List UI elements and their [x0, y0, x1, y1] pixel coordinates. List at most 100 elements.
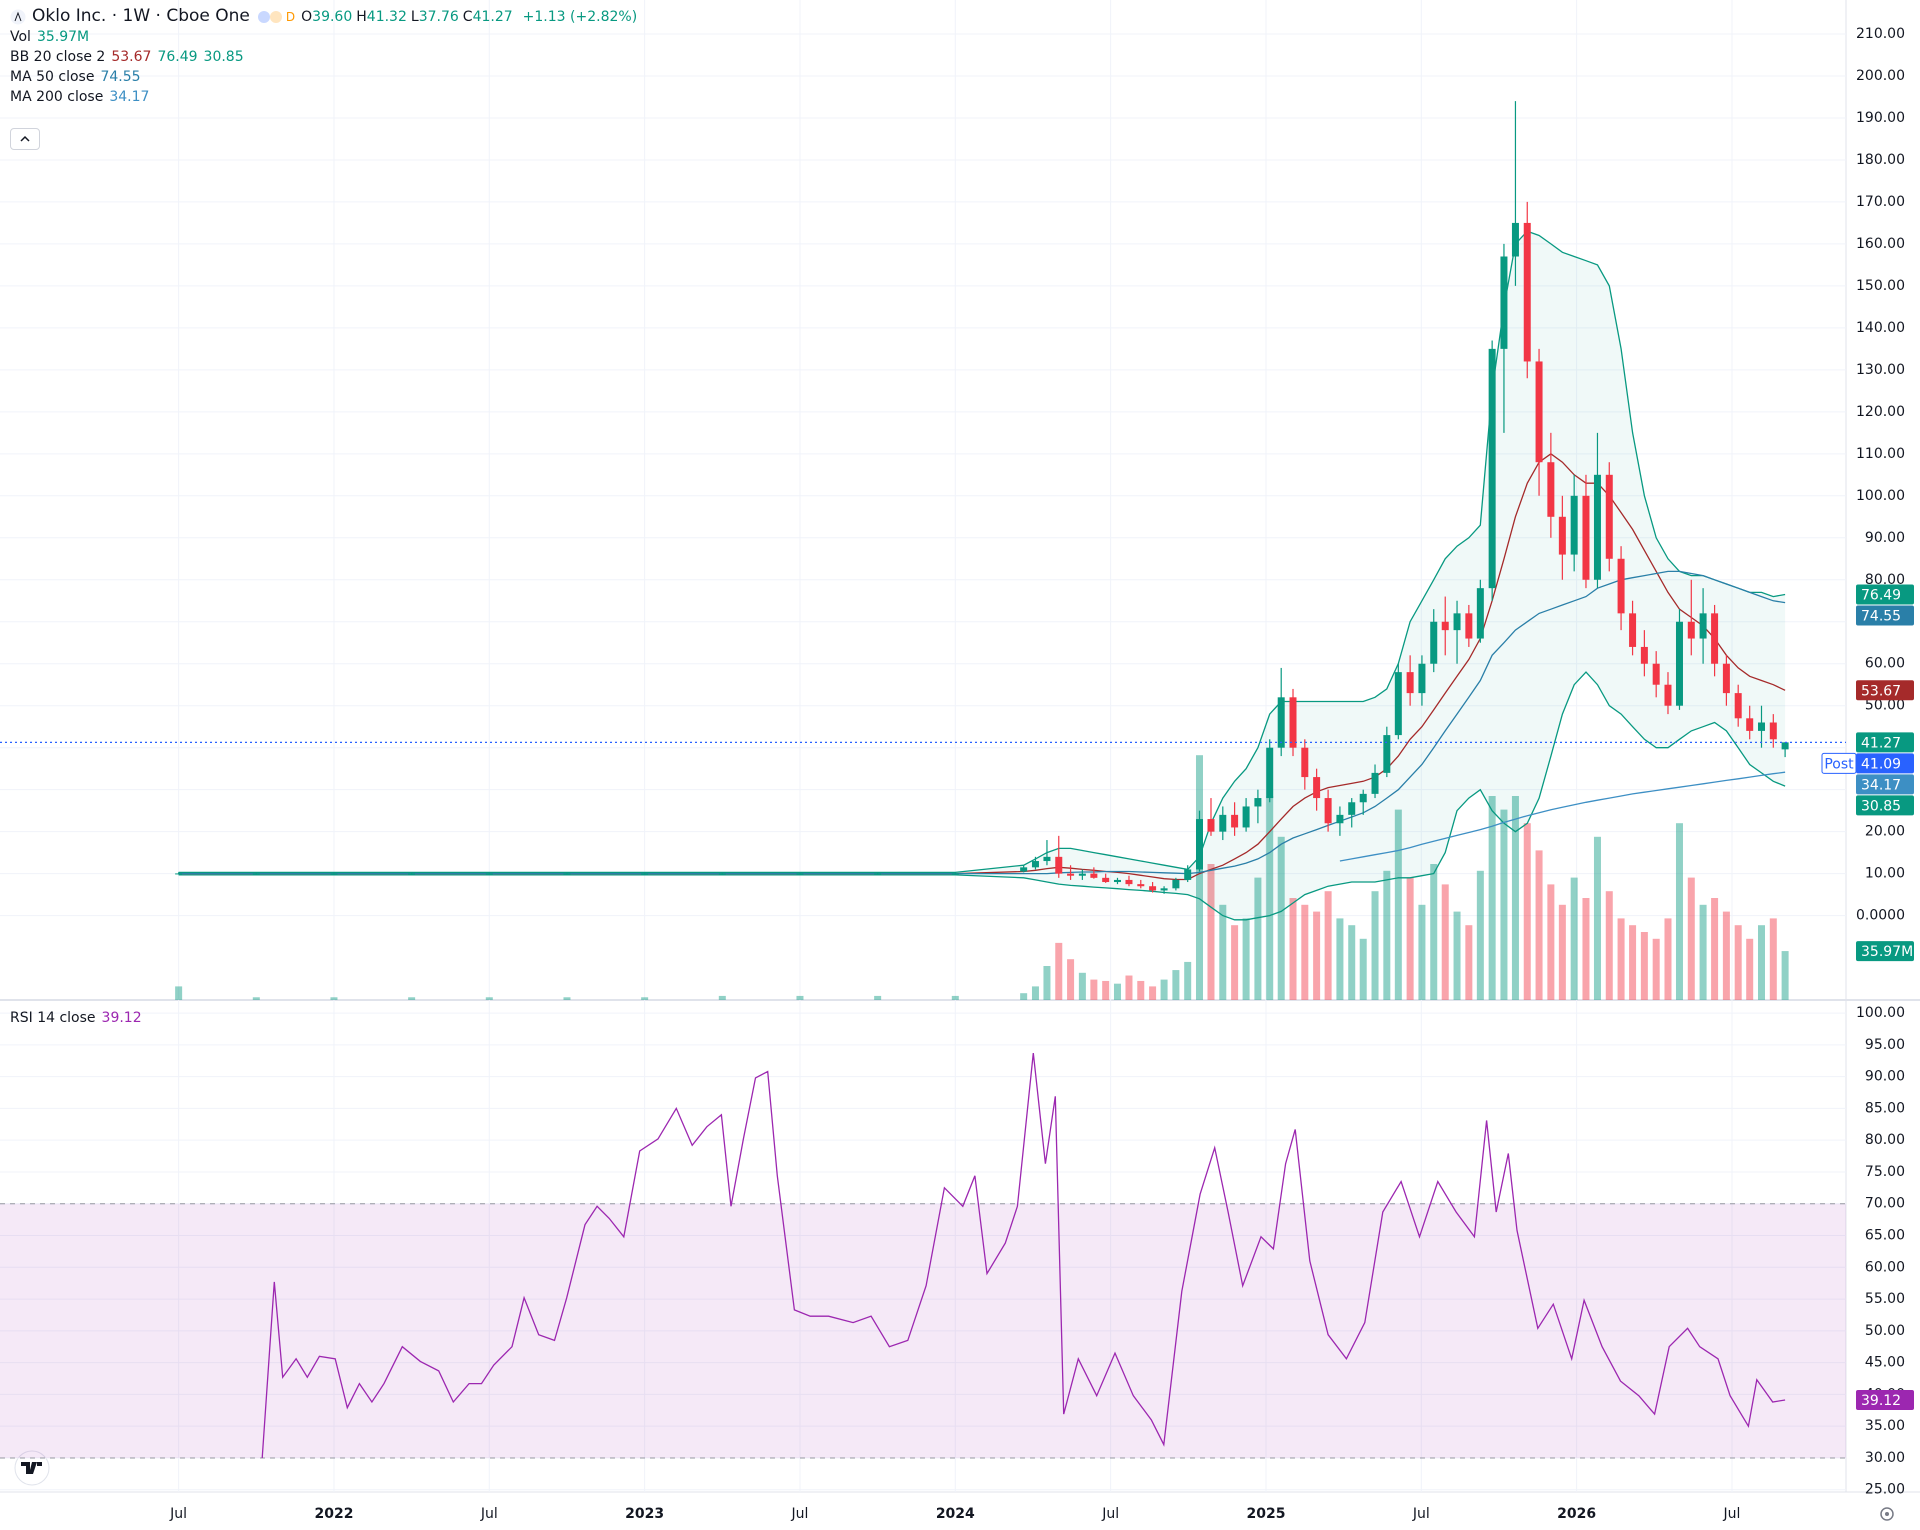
tv-logo: [14, 1450, 50, 1486]
ohlc-key: O: [301, 9, 313, 25]
collapse-button[interactable]: [10, 128, 40, 150]
bb-fill: [178, 231, 1786, 920]
candle-body: [1453, 613, 1461, 631]
indicator-row[interactable]: MA 200 close 34.17: [10, 87, 643, 107]
candle-body: [1547, 462, 1555, 517]
volume-bar: [1160, 979, 1168, 1000]
price-tag: [1856, 680, 1914, 701]
volume-bar: [1430, 864, 1438, 1000]
candle-body: [951, 873, 959, 875]
candle-body: [1184, 869, 1192, 880]
candle-body: [1195, 819, 1203, 870]
volume-bar: [1558, 904, 1566, 1000]
volume-bar: [1383, 870, 1391, 1000]
volume-bar: [1394, 809, 1402, 1000]
volume-bar: [1687, 877, 1695, 1000]
candle-body: [1430, 621, 1438, 664]
price-tag-label: 53.67: [1861, 683, 1901, 699]
indicator-name: MA 200 close: [10, 89, 104, 105]
volume-bar: [1324, 891, 1332, 1000]
volume-bar: [1746, 938, 1754, 1000]
candle-body: [1078, 873, 1086, 876]
ohlc-key: C: [462, 9, 473, 25]
indicator-row[interactable]: MA 50 close 74.55: [10, 67, 643, 87]
indicator-value: 35.97M: [36, 29, 90, 45]
volume-bar: [1570, 877, 1578, 1000]
candle-body: [1160, 888, 1168, 891]
volume-bar: [1734, 925, 1742, 1000]
y-tick-label: 90.00: [1865, 530, 1905, 546]
indicator-row[interactable]: BB 20 close 2 53.67 76.49 30.85: [10, 47, 643, 67]
bb-lower: [178, 671, 1786, 921]
price-tag: [1856, 1389, 1914, 1410]
y-tick-label: 10.00: [1865, 866, 1905, 882]
x-tick-label: 2025: [1246, 1506, 1285, 1522]
symbol-title: Oklo Inc. · 1W · Cboe One: [32, 6, 250, 26]
volume-bar: [1722, 911, 1730, 1000]
y-tick-label: 100.00: [1856, 1005, 1905, 1021]
volume-bar: [1523, 823, 1531, 1000]
candle-body: [1511, 222, 1519, 257]
price-tag: [1856, 584, 1914, 605]
post-tag-label: Post: [1824, 756, 1854, 772]
x-tick-label: Jul: [1412, 1506, 1430, 1522]
price-tag: [1856, 774, 1914, 795]
volume-bar: [1664, 918, 1672, 1000]
candle-body: [1137, 884, 1145, 887]
candle-body: [1465, 613, 1473, 639]
volume-bar: [1301, 904, 1309, 1000]
price-tag-label: 76.49: [1861, 588, 1901, 604]
ohlc-value: 37.76: [418, 9, 459, 25]
volume-bar: [1231, 925, 1239, 1000]
candle-body: [1418, 663, 1426, 694]
volume-bar: [1406, 877, 1414, 1000]
candle-body: [1090, 873, 1098, 878]
candle-body: [1172, 879, 1180, 889]
x-tick-label: 2022: [314, 1506, 353, 1522]
ohlc-key: L: [410, 9, 419, 25]
candle-body: [1593, 474, 1601, 580]
volume-bar: [1149, 986, 1157, 1000]
candle-body: [1394, 672, 1402, 736]
volume-bar: [1043, 966, 1051, 1000]
volume-bar: [1453, 911, 1461, 1000]
candle-body: [1605, 474, 1613, 559]
volume-bar: [1348, 925, 1356, 1000]
indicator-row[interactable]: Vol 35.97M: [10, 27, 643, 47]
candle-body: [1734, 693, 1742, 719]
candle-body: [1113, 879, 1121, 883]
volume-bar: [1465, 925, 1473, 1000]
price-tag: [1856, 732, 1914, 753]
indicator-name: MA 50 close: [10, 69, 95, 85]
candle-body: [1266, 747, 1274, 799]
candle-body: [1488, 348, 1496, 589]
x-tick-label: Jul: [169, 1506, 187, 1522]
y-tick-label: 60.00: [1865, 1259, 1905, 1275]
y-tick-label: 50.00: [1865, 698, 1905, 714]
y-tick-label: 140.00: [1856, 320, 1905, 336]
settings-icon[interactable]: [1880, 1507, 1894, 1521]
candle-body: [1781, 742, 1789, 750]
y-tick-label: 130.00: [1856, 362, 1905, 378]
candle-body: [1769, 722, 1777, 740]
y-tick-label: 60.00: [1865, 656, 1905, 672]
indicator-value: 53.67: [111, 49, 152, 65]
volume-bar: [718, 995, 726, 1000]
candle-body: [1535, 361, 1543, 463]
legend: Oklo Inc. · 1W · Cboe One D O39.60 H41.32 L3…: [10, 6, 643, 107]
y-tick-label: 50.00: [1865, 1323, 1905, 1339]
x-tick-label: 2024: [936, 1506, 975, 1522]
candle-body: [1371, 772, 1379, 794]
volume-bar: [1781, 951, 1789, 1000]
candle-body: [330, 873, 338, 875]
candle-body: [1336, 814, 1344, 824]
candle-body: [1570, 495, 1578, 555]
x-tick-label: Jul: [1723, 1506, 1741, 1522]
y-tick-label: 150.00: [1856, 278, 1905, 294]
rsi-line: [261, 1053, 1786, 1459]
price-tag: [1856, 605, 1914, 626]
x-tick-label: Jul: [791, 1506, 809, 1522]
bb-upper: [178, 230, 1786, 874]
volume-bar: [563, 997, 571, 1000]
